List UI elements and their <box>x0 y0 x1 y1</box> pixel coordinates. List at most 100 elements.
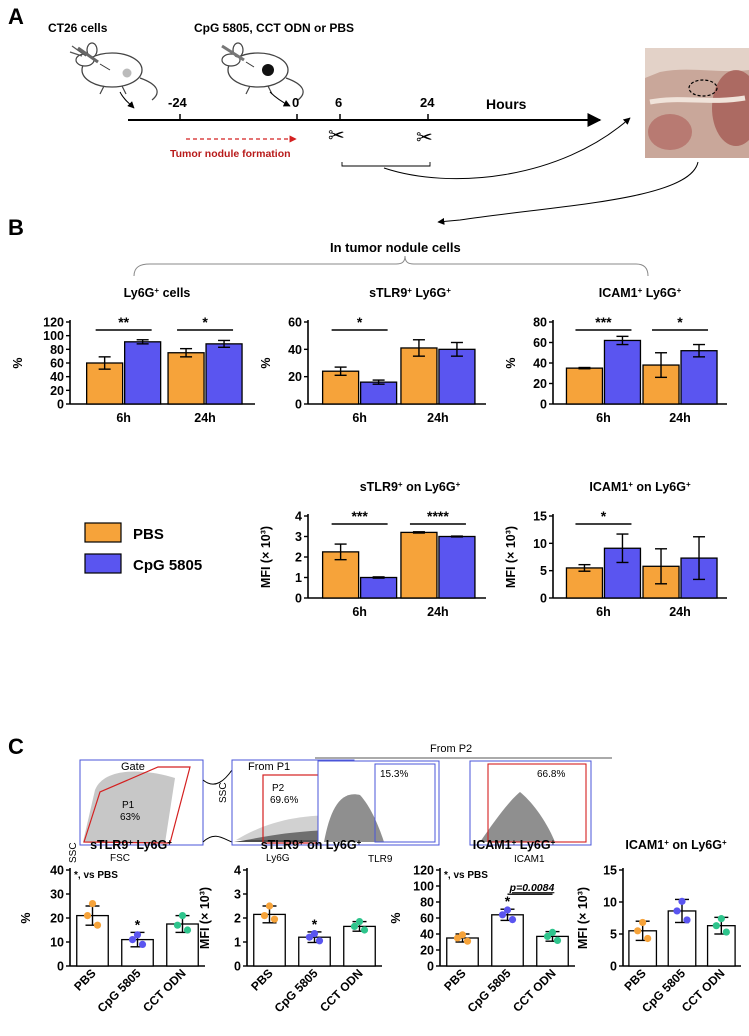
bar-cpg <box>680 350 718 405</box>
harvest-bracket <box>341 162 431 167</box>
y-axis-label: MFI (× 10³) <box>198 887 212 949</box>
x-tick-label: 6h <box>352 411 367 425</box>
chart-title: ICAM1+ on Ly6G+ <box>625 838 727 853</box>
timepoint-24: 24 <box>420 95 435 110</box>
data-point <box>639 918 647 927</box>
vs-pbs-note: *, vs PBS <box>444 870 488 881</box>
y-tick-label: 3 <box>295 530 302 544</box>
y-tick-label: 0 <box>295 592 302 606</box>
data-point <box>644 934 652 943</box>
legend-item-cpg: CpG 5805 <box>84 553 202 574</box>
y-tick-label: 0 <box>57 398 64 412</box>
vs-pbs-note: *, vs PBS <box>74 870 118 881</box>
tumor-photo <box>645 48 749 158</box>
x-tick-label: CCT ODN <box>510 966 559 1015</box>
y-tick-label: 10 <box>50 936 64 950</box>
flow-plot-icam1: 66.8% ICAM1 <box>469 760 592 865</box>
panel-b-letter: B <box>8 215 24 240</box>
x-tick-label: PBS <box>248 966 275 993</box>
y-tick-label: 20 <box>420 944 434 958</box>
significance-stars: ** <box>118 314 129 330</box>
y-tick-label: 60 <box>533 336 547 350</box>
treatment-label: CpG 5805, CCT ODN or PBS <box>194 21 354 35</box>
data-point <box>683 916 691 924</box>
x-tick-label: 24h <box>427 605 449 619</box>
y-tick-label: 80 <box>50 343 64 357</box>
panel-b: B In tumor nodule cells PBS CpG 5805 <box>8 215 649 574</box>
x-tick-label: 24h <box>427 411 449 425</box>
scissors-icon: ✂ <box>328 125 345 147</box>
data-point <box>553 936 562 945</box>
chart-stlr9-ly6g: sTLR9+ Ly6G+ 0 20 40 60% 6h * 24h <box>259 286 486 425</box>
data-point <box>305 933 314 941</box>
significance-star: * <box>312 916 318 932</box>
from-p1-label: From P1 <box>248 761 290 773</box>
data-point <box>678 897 686 905</box>
data-point <box>350 922 359 931</box>
mouse-icon <box>221 42 304 101</box>
y-tick-label: 15 <box>603 864 617 878</box>
y-axis-label: MFI (× 10³) <box>576 887 590 949</box>
y-tick-label: 0 <box>540 592 547 606</box>
cells-label: CT26 cells <box>48 21 108 35</box>
bar-pbs <box>565 567 604 599</box>
bar-pbs <box>628 930 658 967</box>
gate-title: Gate <box>121 761 145 773</box>
panel-c: C Gate P1 63% SSC FSC From P1 P2 69.6% S… <box>8 734 612 865</box>
data-point <box>543 932 552 941</box>
data-point <box>503 906 512 914</box>
data-point <box>138 940 147 949</box>
data-point <box>717 915 725 923</box>
y-tick-label: 40 <box>288 343 302 357</box>
data-point <box>83 912 92 920</box>
x-tick-label: PBS <box>71 966 98 993</box>
bar-cpg <box>124 341 162 405</box>
x-tick-label: CCT ODN <box>679 966 728 1015</box>
syringe-icon <box>77 46 111 71</box>
bar-cpg <box>438 348 476 405</box>
y-tick-label: 120 <box>413 864 434 878</box>
y-tick-label: 20 <box>288 370 302 384</box>
bar-cpg-5805 <box>491 914 524 967</box>
x-tick-label: 6h <box>596 605 611 619</box>
bar-cct-odn <box>343 925 376 967</box>
x-tick-label: 6h <box>352 605 367 619</box>
p2-name: P2 <box>272 783 285 794</box>
data-point <box>310 930 319 938</box>
x-tick-label: 24h <box>194 411 216 425</box>
data-point <box>498 911 507 919</box>
chart-title: ICAM1+ Ly6G+ <box>599 286 682 301</box>
bar-cpg <box>359 381 398 405</box>
y-tick-label: 100 <box>43 329 64 343</box>
bar-pbs <box>321 370 360 405</box>
fsc-label: FSC <box>110 853 130 864</box>
y-tick-label: 30 <box>50 888 64 902</box>
y-tick-label: 120 <box>43 316 64 330</box>
legend: PBS CpG 5805 <box>84 522 202 574</box>
data-point <box>548 928 557 937</box>
y-tick-label: 40 <box>50 370 64 384</box>
significance-stars: * <box>357 314 363 330</box>
y-tick-label: 60 <box>288 316 302 330</box>
y-tick-label: 2 <box>234 912 241 926</box>
chart-title: sTLR9+ on Ly6G+ <box>360 480 461 495</box>
y-tick-label: 40 <box>533 357 547 371</box>
chart-title: sTLR9+ Ly6G+ <box>90 838 172 853</box>
y-tick-label: 0 <box>610 960 617 974</box>
bar-cpg <box>603 339 642 405</box>
ly6g-axis-label: Ly6G <box>266 853 290 864</box>
bar-cpg <box>438 535 476 599</box>
data-point <box>128 936 137 944</box>
significance-stars: * <box>601 508 607 524</box>
panel-a: A CT26 cells CpG 5805, CCT ODN or PBS <box>8 4 749 225</box>
data-point <box>260 912 269 920</box>
data-point <box>722 928 730 936</box>
data-point <box>712 922 720 930</box>
y-tick-label: 80 <box>533 316 547 330</box>
y-axis-label: % <box>19 912 33 923</box>
y-tick-label: 10 <box>603 896 617 910</box>
data-point <box>360 926 369 934</box>
